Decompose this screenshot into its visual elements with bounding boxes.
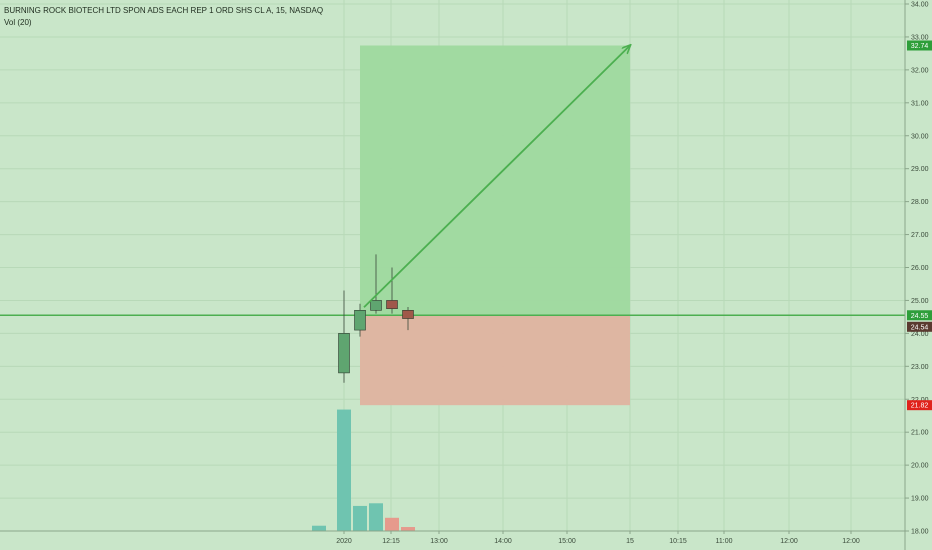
price-tick-label: 25.00 — [911, 298, 929, 305]
target-arrow[interactable] — [363, 46, 630, 308]
time-tick-label: 13:00 — [430, 538, 448, 545]
price-tick-label: 19.00 — [911, 496, 929, 503]
target-price-badge-bg — [907, 40, 932, 51]
candle-body — [354, 310, 366, 331]
price-axis[interactable]: 34.00 33.00 32.00 31.00 30.00 29.00 28.00 27.00… — [904, 0, 929, 550]
stop-price-badge-bg — [907, 400, 932, 411]
price-tick-label: 30.00 — [911, 133, 929, 140]
price-tick-label: 21.00 — [911, 430, 929, 437]
volume-bar — [369, 503, 383, 531]
time-tick-label: 2020 — [336, 538, 352, 545]
stop-price-badge: 21.82 — [911, 403, 929, 410]
price-tick-label: 18.00 — [911, 529, 929, 536]
last-price-badge: 24.54 — [911, 324, 929, 331]
candle-body — [370, 300, 382, 311]
price-tick-label: 28.00 — [911, 199, 929, 206]
price-tick-label: 33.00 — [911, 34, 929, 41]
time-tick-label: 11:00 — [716, 538, 733, 545]
price-tick-label: 29.00 — [911, 166, 929, 173]
price-tick-label: 32.00 — [911, 67, 929, 74]
arrow-line — [363, 46, 630, 308]
volume-bar — [401, 527, 415, 531]
candle-body — [338, 333, 350, 374]
price-tick-label: 24.00 — [911, 331, 929, 338]
candles[interactable] — [338, 254, 414, 383]
price-tick-label: 31.00 — [911, 100, 929, 107]
price-tick-label: 23.00 — [911, 364, 929, 371]
time-tick-label: 15:00 — [558, 538, 576, 545]
volume-indicator-label[interactable]: Vol (20) — [4, 18, 32, 27]
volume-bars — [312, 409, 415, 531]
price-tick-label: 26.00 — [911, 265, 929, 272]
price-tick-label: 34.00 — [911, 2, 929, 9]
entry-price-badge: 24.55 — [911, 313, 929, 320]
last-price-badge-bg — [907, 321, 932, 332]
volume-bar — [312, 525, 326, 531]
candle-body — [386, 300, 398, 309]
loss-zone — [360, 315, 630, 406]
price-badges: 32.74 24.55 24.54 21.82 — [907, 40, 932, 411]
time-tick-label: 15 — [626, 538, 634, 545]
time-tick-label: 12:15 — [382, 538, 400, 545]
time-tick-label: 12:00 — [842, 538, 860, 545]
price-tick-label: 27.00 — [911, 232, 929, 239]
volume-bar — [385, 517, 399, 531]
price-tick-label: 20.00 — [911, 463, 929, 470]
entry-price-badge-bg — [907, 310, 932, 321]
position-zones[interactable] — [360, 45, 630, 406]
time-axis[interactable]: 2020 12:15 13:00 14:00 15:00 15 10:15 11:00 12:0… — [0, 530, 905, 545]
volume-bar — [337, 409, 351, 531]
candle-body — [402, 310, 414, 319]
time-tick-label: 10:15 — [669, 538, 687, 545]
volume-bar — [353, 505, 367, 531]
symbol-title: BURNING ROCK BIOTECH LTD SPON ADS EACH R… — [4, 6, 324, 15]
target-price-badge: 32.74 — [911, 43, 929, 50]
time-tick-label: 12:00 — [780, 538, 798, 545]
time-tick-label: 14:00 — [494, 538, 512, 545]
